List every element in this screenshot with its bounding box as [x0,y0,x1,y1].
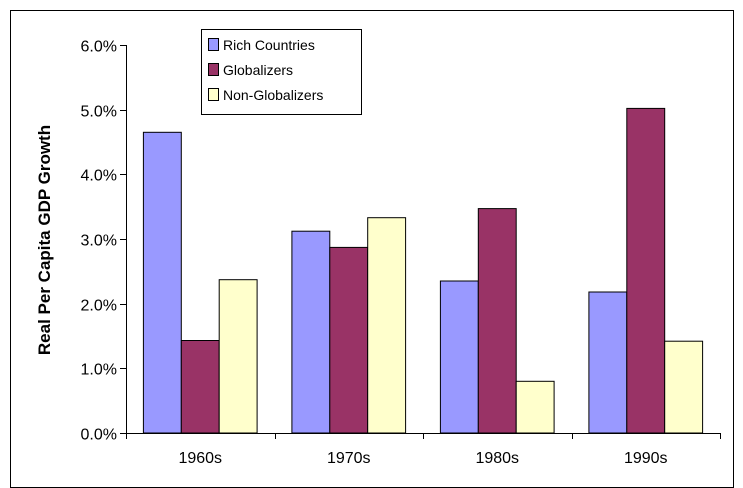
bar [291,230,331,434]
y-tick-label: 1.0% [81,362,117,379]
bar [439,280,479,434]
bar [515,380,555,434]
legend-swatch [208,38,219,51]
bar [218,279,258,434]
y-axis: 0.0% 1.0% 2.0% 3.0% 4.0% 5.0% 6.0% [81,39,127,444]
x-tick-label: 1960s [178,450,222,467]
bar-group [142,107,704,434]
bar [180,340,220,434]
bar [626,107,666,434]
bar [664,340,704,434]
legend-label: Rich Countries [223,37,315,53]
legend-label: Globalizers [223,62,293,78]
y-axis-title: Real Per Capita GDP Growth [35,125,54,355]
y-tick-label: 5.0% [81,104,117,121]
bar [588,291,628,434]
legend-swatch [208,88,219,101]
legend: Rich Countries Globalizers Non-Globalizers [201,29,362,115]
y-tick-label: 6.0% [81,39,117,56]
y-tick-label: 0.0% [81,427,117,444]
legend-swatch [208,63,219,76]
y-tick-label: 4.0% [81,168,117,185]
x-tick-label: 1970s [327,450,371,467]
bar [142,131,182,434]
y-tick-label: 2.0% [81,298,117,315]
bar [477,208,517,434]
x-tick-label: 1990s [624,450,668,467]
x-axis: 1960s 1970s 1980s 1990s [126,433,721,467]
bar [367,217,407,434]
legend-box [201,29,362,115]
x-tick-label: 1980s [475,450,519,467]
bar [329,246,369,434]
legend-label: Non-Globalizers [223,87,323,103]
y-tick-label: 3.0% [81,233,117,250]
